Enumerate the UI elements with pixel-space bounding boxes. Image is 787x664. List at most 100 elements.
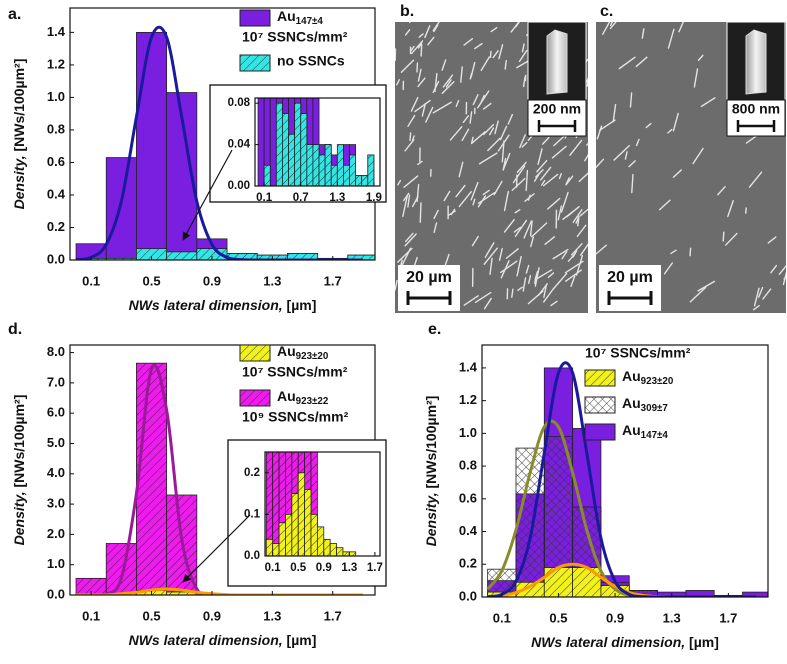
nanowire xyxy=(518,49,528,63)
nanowire xyxy=(547,197,561,210)
y-tick-label: 0.8 xyxy=(459,458,477,473)
bar xyxy=(572,567,602,597)
nanowire xyxy=(547,272,555,279)
nanowire xyxy=(579,208,588,217)
nanowire xyxy=(572,209,583,224)
bar xyxy=(272,543,280,556)
nanowire xyxy=(463,295,479,306)
nanowire xyxy=(494,120,499,135)
nanowire xyxy=(442,74,454,88)
nanowire xyxy=(504,60,507,70)
nanowire xyxy=(609,22,614,27)
bar xyxy=(287,253,319,260)
nanowire xyxy=(469,111,473,124)
nanowire xyxy=(498,44,504,60)
x-tick-label: 1.3 xyxy=(263,608,281,623)
nanowire xyxy=(770,264,778,274)
bar xyxy=(318,154,326,186)
y-tick-label: 1.4 xyxy=(459,359,478,374)
x-tick-label: 0.1 xyxy=(493,610,511,625)
y-axis-label: Density, [NWs/100µm²] xyxy=(423,396,439,547)
plot-frame xyxy=(264,451,381,557)
x-tick-label: 1.3 xyxy=(263,273,281,288)
bar xyxy=(310,514,318,556)
nanowire xyxy=(758,286,764,298)
nanowire xyxy=(470,181,479,201)
x-axis-label: NWs lateral dimension, [µm] xyxy=(129,297,317,313)
legend-swatch xyxy=(584,369,616,387)
nanowire xyxy=(560,191,569,213)
bar xyxy=(336,144,344,186)
legend-swatch xyxy=(239,9,271,27)
bar xyxy=(105,543,137,595)
legend-title: 10⁷ SSNCs/mm² xyxy=(585,345,691,361)
nanowire xyxy=(778,264,786,275)
y-tick-label: 2.0 xyxy=(47,526,65,541)
legend-label: Au923±20 xyxy=(277,343,329,362)
bar xyxy=(291,493,299,556)
nanowire xyxy=(492,50,499,59)
nanowire xyxy=(543,284,548,298)
bar xyxy=(269,98,277,186)
nanowire xyxy=(693,68,699,88)
nanowire xyxy=(403,192,410,202)
y-tick-label: 1.2 xyxy=(459,392,477,407)
nanowire xyxy=(536,159,548,173)
nanowire xyxy=(471,235,479,247)
nanowire xyxy=(599,119,616,131)
nanowire xyxy=(502,152,511,171)
fit-curve xyxy=(76,587,363,595)
nanowire xyxy=(418,33,424,38)
nanowire xyxy=(511,177,526,191)
nanowire xyxy=(689,247,692,257)
legend-swatch xyxy=(584,423,616,441)
nanowire xyxy=(697,54,704,62)
nanowire xyxy=(404,232,414,243)
nanowire xyxy=(463,38,474,46)
y-tick-label: 0.00 xyxy=(228,180,250,192)
nanowire xyxy=(443,190,451,202)
bar xyxy=(288,133,296,186)
nanowire xyxy=(692,147,704,165)
legend-label: Au309±7 xyxy=(622,395,668,414)
x-axis-label: NWs lateral dimension, [µm] xyxy=(531,634,719,650)
nanowire xyxy=(753,287,760,307)
nanowire xyxy=(407,194,411,208)
nanowire xyxy=(404,139,415,152)
fit-curve xyxy=(486,419,757,597)
nanowire xyxy=(641,28,645,39)
nanowire xyxy=(498,247,503,261)
nanowire xyxy=(503,190,509,212)
nanowire xyxy=(516,255,522,277)
inset-scale-box xyxy=(726,99,786,137)
fit-curve xyxy=(75,25,363,260)
nanowire xyxy=(519,134,526,149)
x-tick-label: 0.5 xyxy=(142,273,160,288)
nanowire xyxy=(433,24,439,33)
nanowire xyxy=(441,81,455,95)
nanowire xyxy=(396,79,400,86)
nanowire xyxy=(417,160,423,166)
bar xyxy=(294,102,302,186)
nanowire xyxy=(512,165,526,184)
bar xyxy=(329,543,337,556)
bar xyxy=(265,538,274,556)
nanowire xyxy=(514,219,528,237)
nanowire xyxy=(488,127,495,136)
nanowire xyxy=(480,94,485,103)
nanowire xyxy=(530,236,535,248)
nanowire xyxy=(417,77,426,88)
nanowire xyxy=(470,136,474,144)
bar xyxy=(543,567,574,597)
nanowire xyxy=(489,257,493,275)
nanowire xyxy=(410,45,415,52)
nanowire xyxy=(658,199,671,211)
nanowire xyxy=(540,166,552,181)
nanowire xyxy=(700,97,716,108)
nanowire xyxy=(462,115,470,123)
x-tick-label: 1.3 xyxy=(341,562,357,574)
nanowire xyxy=(505,248,519,259)
x-tick-label: 0.1 xyxy=(82,273,100,288)
nanowire xyxy=(476,90,490,109)
nanowire xyxy=(522,277,527,292)
